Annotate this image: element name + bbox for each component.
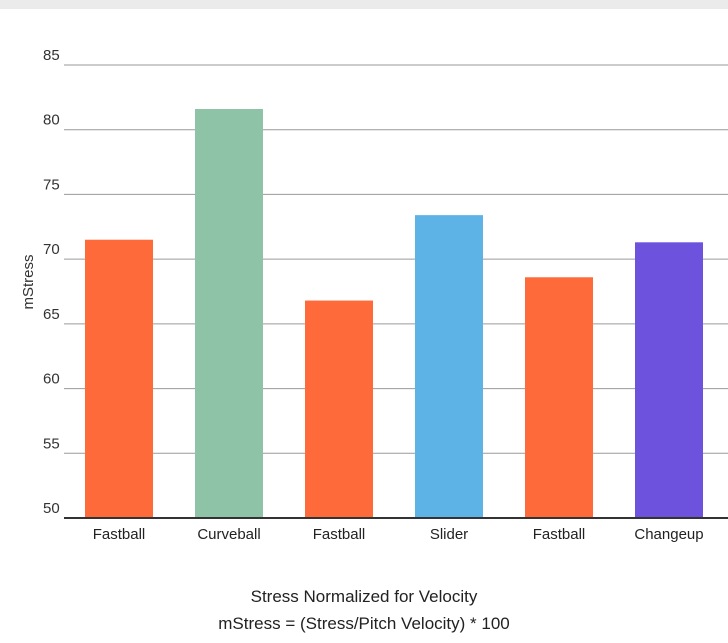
x-axis-ticks: Fastball Curveball Fastball Slider Fastball C… bbox=[93, 526, 704, 543]
x-tick-label: Fastball bbox=[93, 526, 146, 543]
bar bbox=[195, 109, 263, 519]
y-axis-ticks: 50 55 60 65 70 75 80 85 bbox=[43, 47, 60, 517]
bar bbox=[525, 277, 593, 518]
y-tick-label: 80 bbox=[43, 112, 60, 129]
gridlines bbox=[64, 64, 728, 454]
y-tick-label: 85 bbox=[43, 47, 60, 64]
x-tick-label: Curveball bbox=[197, 526, 260, 543]
x-tick-label: Fastball bbox=[533, 526, 586, 543]
bars bbox=[85, 109, 703, 519]
y-axis-label: mStress bbox=[20, 254, 37, 309]
x-axis-label: Stress Normalized for Velocity bbox=[250, 587, 478, 606]
y-tick-label: 75 bbox=[43, 176, 60, 193]
y-tick-label: 50 bbox=[43, 500, 60, 517]
y-tick-label: 65 bbox=[43, 306, 60, 323]
x-tick-label: Fastball bbox=[313, 526, 366, 543]
y-tick-label: 55 bbox=[43, 435, 60, 452]
x-tick-label: Changeup bbox=[634, 526, 703, 543]
bar bbox=[635, 242, 703, 518]
chart-formula-caption: mStress = (Stress/Pitch Velocity) * 100 bbox=[218, 614, 510, 633]
y-tick-label: 70 bbox=[43, 241, 60, 258]
y-tick-label: 60 bbox=[43, 371, 60, 388]
x-tick-label: Slider bbox=[430, 526, 468, 543]
bar bbox=[85, 239, 153, 518]
bar bbox=[415, 215, 483, 518]
top-strip bbox=[0, 0, 728, 9]
bar bbox=[305, 300, 373, 518]
